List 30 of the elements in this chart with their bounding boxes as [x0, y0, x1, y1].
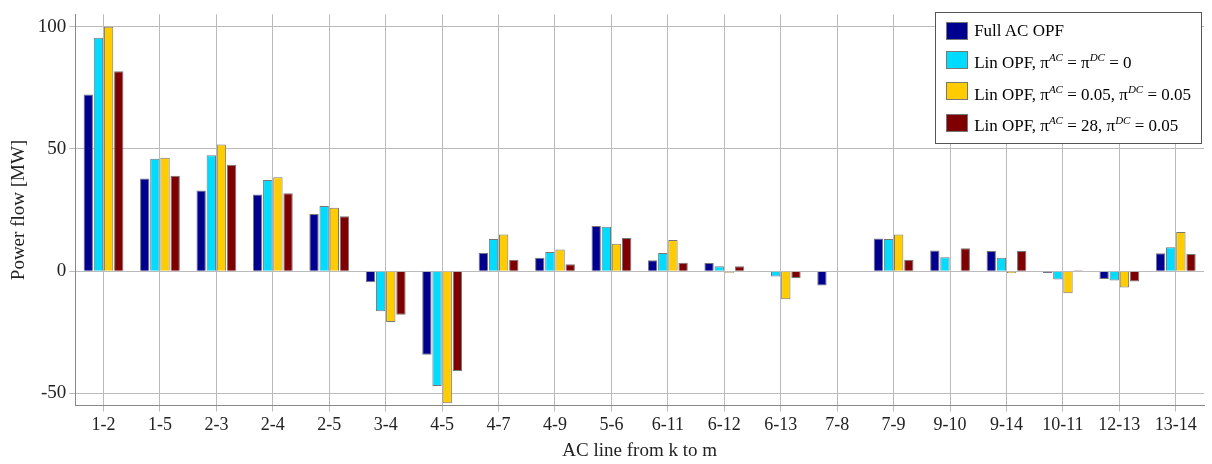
x-tick-label: 4-7 [486, 414, 511, 435]
x-tick-label: 13-14 [1154, 414, 1197, 435]
x-tick-label: 2-3 [204, 414, 229, 435]
y-tick-label: 0 [56, 259, 67, 281]
x-tick-label: 7-8 [825, 414, 850, 435]
x-tick-label: 4-9 [543, 414, 567, 435]
y-axis-title: Power flow [MW] [7, 139, 29, 281]
x-tick-label: 9-10 [933, 414, 967, 435]
x-tick-label: 6-13 [764, 414, 798, 435]
x-tick-label: 2-4 [260, 414, 285, 435]
x-tick-label: 2-5 [317, 414, 342, 435]
x-tick-label: 12-13 [1098, 414, 1141, 435]
x-tick-label: 5-6 [599, 414, 624, 435]
x-tick-label: 9-14 [989, 414, 1023, 435]
legend-label: Lin OPF, π$^{AC}$ = π$^{DC}$ = 0 [974, 50, 1132, 74]
legend-label: Lin OPF, π$^{AC}$ = 28, π$^{DC}$ = 0.05 [974, 113, 1179, 137]
legend-label: Lin OPF, π$^{AC}$ = 0.05, π$^{DC}$ = 0.05 [974, 81, 1191, 106]
legend-label: Full AC OPF [974, 20, 1064, 42]
x-tick-label: 10-11 [1042, 414, 1084, 435]
x-tick-label: 6-12 [707, 414, 741, 435]
y-tick-label: 100 [37, 14, 67, 36]
x-tick-label: 1-5 [147, 414, 172, 435]
x-tick-label: 4-5 [430, 414, 455, 435]
x-tick-label: 6-11 [651, 414, 685, 435]
y-tick-label: -50 [40, 381, 67, 403]
x-tick-label: 7-9 [881, 414, 906, 435]
x-tick-label: 1-2 [91, 414, 116, 435]
y-tick-label: 50 [47, 136, 67, 158]
x-axis-title: AC line from k to m [562, 438, 718, 460]
x-tick-label: 3-4 [373, 414, 398, 435]
